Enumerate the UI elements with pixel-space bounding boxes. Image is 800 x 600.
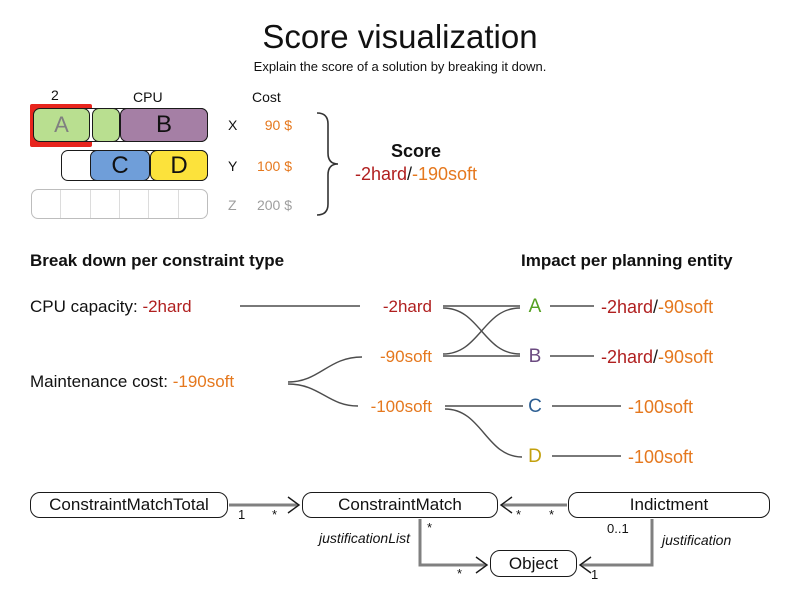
machine-y-cost: 100 $: [256, 158, 292, 174]
constraint-cpu-value: -2hard: [142, 297, 192, 316]
uml-mult-cmt-one: 1: [238, 507, 246, 522]
entity-a-separator: /: [653, 297, 659, 317]
machine-z-cell: [32, 190, 62, 218]
cpu-column-header: CPU: [133, 89, 163, 105]
constraint-cpu-label: CPU capacity:: [30, 297, 143, 316]
score-value: -2hard/-190soft: [342, 164, 490, 185]
process-block-small-green: [92, 108, 120, 142]
score-brace: [316, 112, 339, 216]
entity-d-soft: -100soft: [628, 447, 694, 467]
constraint-maint-value: -190soft: [172, 372, 235, 391]
entity-d-impact: -100soft: [628, 447, 693, 468]
line-maint-to-90soft: [287, 356, 363, 383]
constraint-maintenance-cost: Maintenance cost: -190soft: [30, 372, 234, 392]
uml-arrow-into-cm-right: [499, 496, 513, 514]
process-d-label: D: [170, 151, 188, 179]
entity-b-hard: -2hard: [601, 347, 654, 367]
uml-role-justification-list: justificationList: [318, 530, 410, 546]
entity-b-separator: /: [653, 347, 659, 367]
match-node-90soft: -90soft: [380, 347, 432, 366]
constraint-maint-label: Maintenance cost:: [30, 372, 173, 391]
machine-z-cell: [61, 190, 91, 218]
entity-c-impact: -100soft: [628, 397, 693, 418]
impact-heading: Impact per planning entity: [521, 251, 733, 270]
uml-role-justification: justification: [662, 532, 732, 548]
constraint-cpu-capacity: CPU capacity: -2hard: [30, 297, 192, 317]
machine-z-rect: [31, 189, 208, 219]
overload-amount-label: 2: [51, 87, 59, 103]
cost-column-header: Cost: [252, 89, 281, 105]
machine-z-cost: 200 $: [256, 197, 292, 213]
process-c-label: C: [111, 151, 129, 179]
line-100soft-to-d: [444, 408, 523, 458]
uml-mult-object-left-star: *: [457, 566, 463, 581]
line-maint-to-100soft: [287, 383, 359, 407]
process-block-b: B: [120, 108, 208, 142]
entity-letter-a: A: [528, 296, 542, 317]
uml-class-constraint-match: ConstraintMatch: [302, 492, 498, 518]
machine-y-label: Y: [228, 158, 238, 174]
process-b-label: B: [155, 111, 172, 138]
uml-class-constraint-match-total: ConstraintMatchTotal: [30, 492, 228, 518]
page-subtitle: Explain the score of a solution by break…: [253, 59, 547, 74]
uml-mult-object-right-one: 1: [591, 567, 599, 582]
match-node-2hard: -2hard: [382, 297, 432, 316]
entity-a-soft: -90soft: [658, 297, 714, 317]
entity-b-soft: -90soft: [658, 347, 714, 367]
uml-mult-justification-list-star: *: [427, 520, 433, 535]
entity-letter-d: D: [528, 446, 542, 467]
uml-mult-cm-side-star: *: [516, 507, 522, 522]
score-label: Score: [390, 141, 442, 161]
uml-arrow-into-object-right: [578, 556, 592, 574]
score-panel: Score -2hard/-190soft: [342, 141, 490, 185]
score-hard-part: -2hard: [354, 164, 407, 184]
entity-b-impact: -2hard/-90soft: [601, 347, 713, 368]
entity-a-impact: -2hard/-90soft: [601, 297, 713, 318]
machine-z-cell: [91, 190, 120, 218]
process-a-label: A: [54, 112, 69, 137]
breakdown-heading: Break down per constraint type: [30, 251, 285, 270]
entity-c-soft: -100soft: [628, 397, 694, 417]
machine-z-label: Z: [228, 197, 237, 213]
machine-z-cell: [149, 190, 179, 218]
uml-class-indictment: Indictment: [568, 492, 770, 518]
score-separator: /: [406, 164, 412, 184]
machine-z-cell: [179, 190, 207, 218]
process-block-d: D: [150, 150, 208, 181]
uml-line-ind-object: [581, 519, 654, 567]
uml-arrow-into-cm-left: [287, 496, 301, 514]
machine-x-label: X: [228, 117, 238, 133]
entity-letter-b: B: [528, 346, 542, 367]
process-block-c: C: [90, 150, 150, 181]
uml-arrow-into-object-left: [475, 556, 489, 574]
entity-letter-c: C: [528, 396, 542, 417]
machine-x-cost: 90 $: [264, 117, 292, 133]
entity-a-hard: -2hard: [601, 297, 654, 317]
uml-mult-ind-zero-one: 0..1: [607, 521, 629, 536]
page-title: Score visualization: [262, 18, 538, 55]
machine-z-cell: [120, 190, 150, 218]
uml-line-cm-object: [418, 519, 486, 567]
uml-mult-cmt-star: *: [272, 507, 278, 522]
match-node-100soft: -100soft: [370, 397, 432, 416]
score-soft-part: -190soft: [412, 164, 478, 184]
process-block-a: A: [33, 108, 90, 142]
uml-mult-ind-side-star: *: [549, 507, 555, 522]
uml-class-object: Object: [490, 550, 577, 577]
line-90soft-to-a: [442, 307, 521, 355]
